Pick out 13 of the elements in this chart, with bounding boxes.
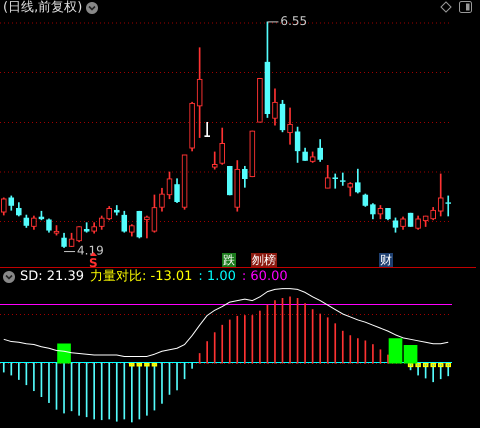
- text: SD: 21.39: [20, 269, 84, 284]
- text: S: [88, 256, 98, 270]
- text: : 60.00: [242, 269, 288, 284]
- text: : 1.00: [198, 269, 236, 284]
- annotation: 4.19: [77, 244, 104, 258]
- text: 力量对比: -13.01: [90, 269, 192, 284]
- text: 跌: [222, 253, 236, 267]
- annotation: 6.55: [280, 14, 308, 28]
- text: 财: [379, 253, 393, 267]
- candlestick: [287, 108, 293, 145]
- chart-title: (日线,前复权): [3, 0, 82, 15]
- text: 刎榜: [251, 253, 277, 267]
- bar: [57, 343, 71, 364]
